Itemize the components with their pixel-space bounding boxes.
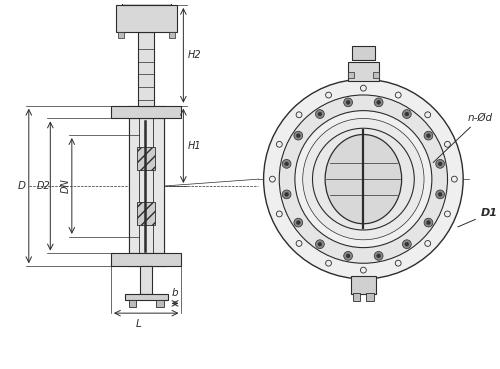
Circle shape [344,98,352,107]
Circle shape [346,100,350,104]
Bar [128,300,136,307]
Circle shape [438,162,442,166]
Bar [350,276,376,294]
Circle shape [296,134,300,138]
Bar [366,293,374,301]
Text: H1: H1 [188,141,201,151]
Circle shape [426,221,430,225]
Bar [373,72,379,78]
Bar [111,254,182,266]
Text: DN: DN [61,179,71,193]
Circle shape [284,162,288,166]
Bar [138,32,154,106]
Circle shape [426,134,430,138]
Circle shape [302,118,424,240]
Bar [156,300,164,307]
Circle shape [284,192,288,196]
Circle shape [376,100,380,104]
Circle shape [424,218,433,227]
Text: D1: D1 [458,208,498,227]
Circle shape [282,190,291,199]
Circle shape [279,95,448,263]
Circle shape [436,159,444,168]
Text: D: D [18,181,26,191]
Circle shape [376,254,380,258]
Circle shape [374,98,383,107]
Circle shape [295,111,432,248]
Circle shape [438,192,442,196]
Circle shape [294,218,302,227]
Circle shape [346,254,350,258]
Text: H2: H2 [188,50,201,61]
Circle shape [402,240,411,249]
Circle shape [316,240,324,249]
Circle shape [402,110,411,118]
Bar [352,46,375,60]
Bar [348,62,379,81]
Bar [140,266,152,294]
Text: n-Ød: n-Ød [433,113,493,162]
Bar [111,106,182,118]
Bar [124,0,168,3]
Circle shape [405,112,409,116]
Circle shape [344,252,352,260]
Text: L: L [136,319,141,329]
Bar [168,32,174,38]
Bar [138,147,155,170]
Bar [348,72,354,78]
Bar [118,32,124,38]
Text: b: b [172,289,178,299]
Circle shape [294,131,302,140]
Circle shape [312,128,414,230]
Bar [116,5,176,32]
Bar [128,118,164,254]
Circle shape [405,242,409,246]
Bar [124,294,168,300]
Bar [138,201,155,225]
Text: D2: D2 [36,181,51,191]
Circle shape [436,190,444,199]
Circle shape [318,242,322,246]
Circle shape [374,252,383,260]
Circle shape [424,131,433,140]
Circle shape [282,159,291,168]
Circle shape [318,112,322,116]
Bar [352,293,360,301]
Circle shape [296,221,300,225]
Circle shape [316,110,324,118]
Ellipse shape [325,135,402,224]
Bar [122,0,170,5]
Circle shape [264,79,463,279]
